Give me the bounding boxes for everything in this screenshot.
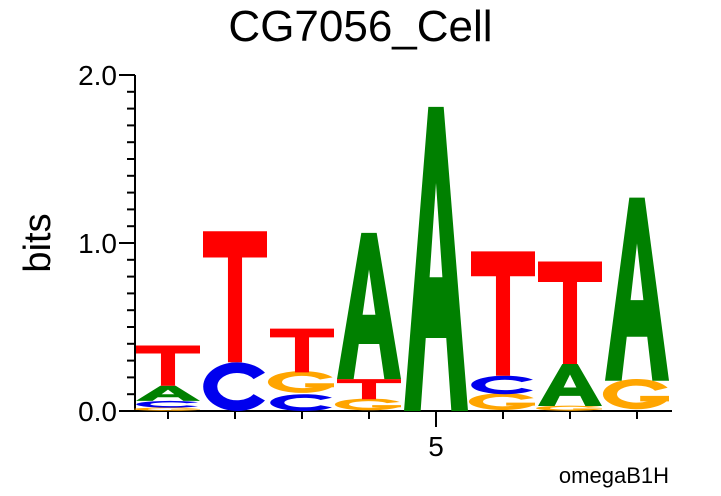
letter-g (134, 407, 200, 411)
y-tick-label: 0.0 (78, 396, 117, 427)
letter-g (267, 371, 334, 393)
letter-c (136, 400, 198, 408)
letter-g (335, 398, 401, 411)
letter-t (538, 261, 602, 364)
letter-c (471, 375, 533, 395)
position-stack-5 (404, 106, 468, 412)
letter-t (203, 231, 267, 363)
letter-t (136, 345, 200, 386)
letter-a (404, 106, 468, 412)
position-stack-1 (134, 345, 200, 411)
letter-g (602, 378, 669, 410)
letter-stacks (134, 106, 669, 412)
y-axis-label: bits (17, 213, 59, 272)
letter-g (469, 393, 535, 410)
letter-a (337, 232, 401, 380)
letter-a (605, 197, 669, 381)
y-tick-label: 2.0 (78, 60, 117, 91)
letter-a (136, 385, 200, 401)
position-stack-4 (335, 232, 401, 411)
letter-c (270, 394, 332, 411)
footer-label: omegaB1H (558, 463, 669, 488)
y-tick-label: 1.0 (78, 228, 117, 259)
position-stack-7 (536, 261, 602, 411)
letter-t (337, 379, 401, 400)
letter-t (270, 328, 334, 373)
chart-title: CG7056_Cell (228, 2, 493, 51)
letter-g (536, 405, 602, 411)
letter-a (538, 363, 602, 406)
letter-c (203, 362, 265, 411)
letter-t (471, 251, 535, 376)
position-stack-2 (203, 231, 267, 411)
position-stack-3 (267, 328, 334, 411)
x-tick-label: 5 (428, 431, 444, 462)
position-stack-6 (469, 251, 535, 410)
position-stack-8 (602, 197, 669, 410)
axes: 0.0 1.0 2.0 bits 5 (17, 60, 672, 462)
